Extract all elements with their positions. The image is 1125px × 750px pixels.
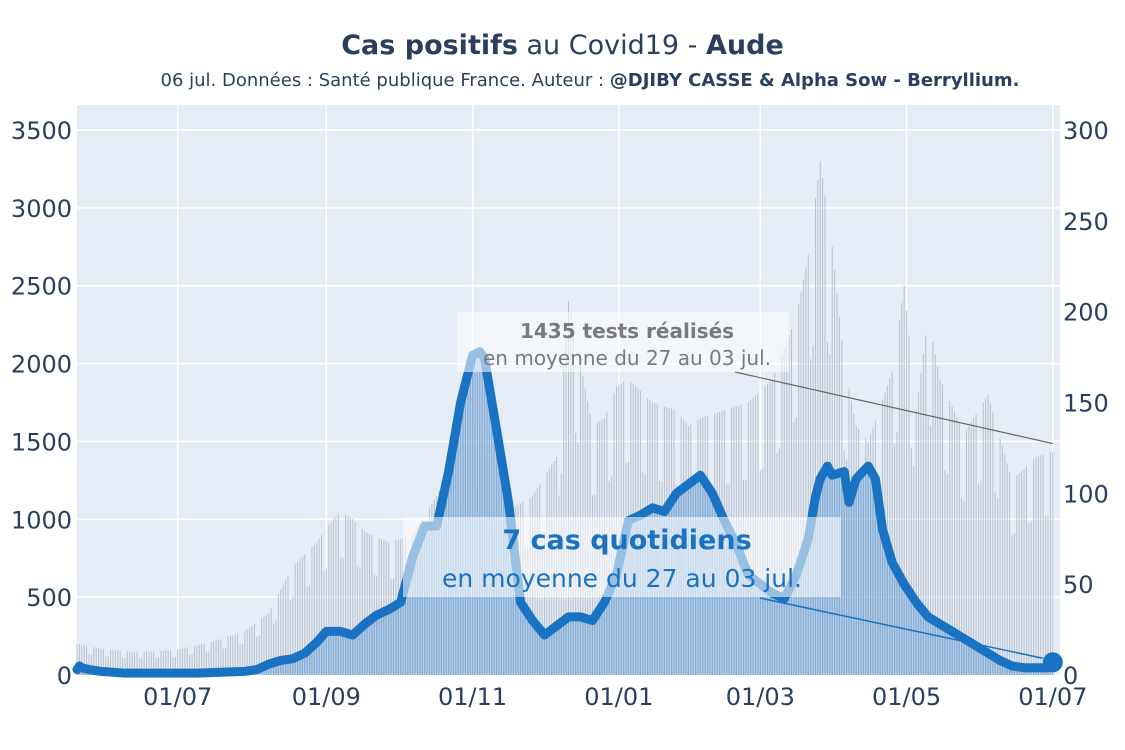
y-left-tick-label: 3000 [11, 195, 72, 223]
y-left-tick-label: 2000 [11, 351, 72, 379]
x-tick-label: 01/03 [726, 683, 795, 711]
y-right-tick-label: 0 [1063, 662, 1078, 690]
x-tick-label: 01/01 [584, 683, 653, 711]
x-tick-label: 01/09 [292, 683, 361, 711]
y-left-tick-label: 0 [57, 662, 72, 690]
chart-subtitle: 06 jul. Données : Santé publique France.… [0, 70, 1125, 91]
subtitle-author: @DJIBY CASSE & Alpha Sow - Berryllium. [609, 70, 1020, 91]
y-right-tick-label: 250 [1063, 208, 1109, 236]
axis-ticks: 0 500 1000 1500 2000 2500 3000 3500 0 50 100 150 200… [11, 117, 1109, 711]
title-part-3: Aude [706, 30, 784, 61]
x-tick-label: 01/05 [872, 683, 941, 711]
y-left-tick-label: 1000 [11, 506, 72, 534]
cases-annotation-box [403, 517, 841, 597]
y-right-tick-label: 300 [1063, 117, 1109, 145]
chart-title: Cas positifs au Covid19 - Aude [0, 30, 1125, 61]
cases-annotation-title: 7 cas quotidiens [502, 525, 751, 556]
x-tick-label: 01/07 [143, 683, 212, 711]
y-right-tick-label: 200 [1063, 299, 1109, 327]
y-right-tick-label: 50 [1063, 571, 1094, 599]
x-tick-label: 01/11 [438, 683, 507, 711]
tests-annotation-text: en moyenne du 27 au 03 jul. [483, 346, 771, 370]
tests-annotation-arrow [734, 371, 1053, 445]
y-left-tick-label: 3500 [11, 117, 72, 145]
tests-annotation-box [457, 312, 789, 372]
title-part-1: Cas positifs [341, 30, 518, 61]
annotations: 1435 tests réalisés en moyenne du 27 au 0… [403, 312, 1053, 660]
cases-annotation-text: en moyenne du 27 au 03 jul. [442, 564, 802, 593]
title-part-2: au Covid19 - [517, 30, 706, 61]
y-left-tick-label: 1500 [11, 428, 72, 456]
y-right-tick-label: 150 [1063, 390, 1109, 418]
tests-annotation-title: 1435 tests réalisés [520, 319, 734, 343]
y-left-tick-label: 500 [26, 584, 72, 612]
y-right-tick-label: 100 [1063, 480, 1109, 508]
x-tick-label: 01/07 [1018, 683, 1087, 711]
cases-last-point [1042, 652, 1063, 673]
y-left-tick-label: 2500 [11, 273, 72, 301]
cases-annotation-arrow [759, 597, 1043, 660]
subtitle-prefix: 06 jul. Données : Santé publique France.… [160, 70, 610, 91]
